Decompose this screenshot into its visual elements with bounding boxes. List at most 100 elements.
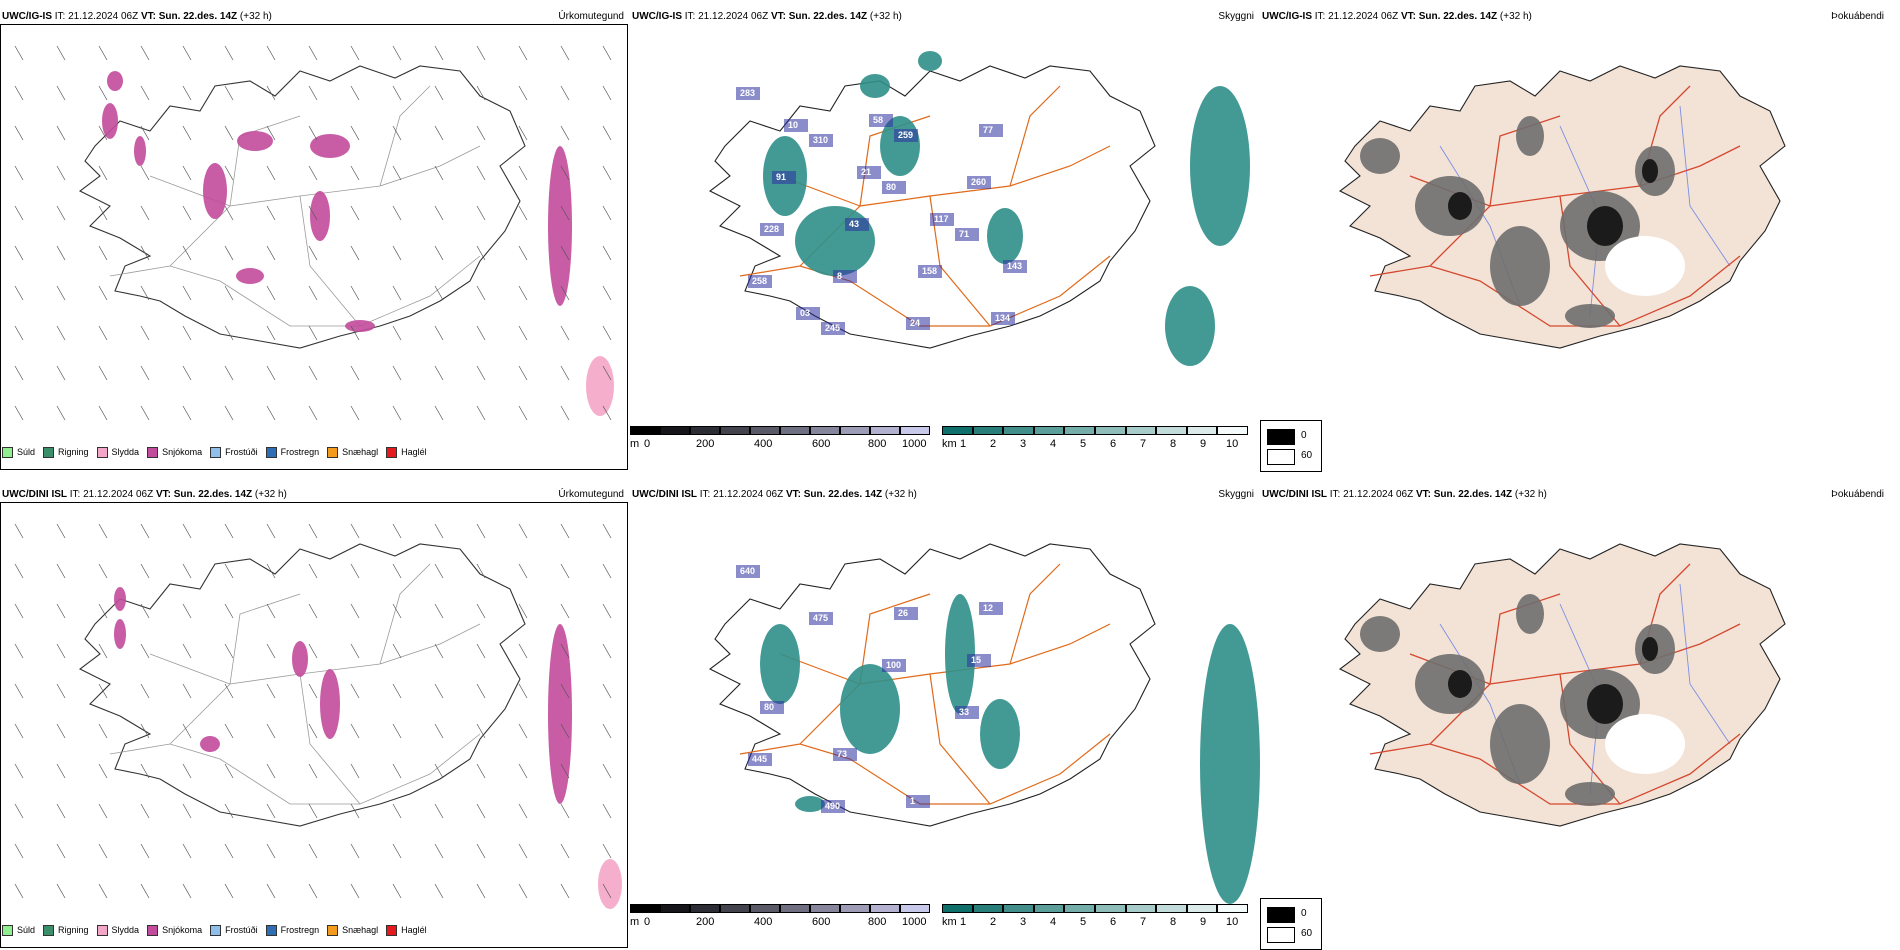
- wind-barb: [518, 245, 528, 261]
- wind-barb: [56, 45, 66, 61]
- colorbar-cell: [690, 904, 720, 913]
- legend-item-slydda: Slydda: [96, 922, 139, 938]
- it-value: 21.12.2024 06Z: [713, 489, 784, 500]
- wind-barb: [224, 45, 234, 61]
- wind-barb: [266, 45, 276, 61]
- ceiling-label: 24: [910, 318, 920, 328]
- visibility-tick: 7: [1140, 916, 1147, 928]
- model-name: UWC/DINI ISL: [632, 489, 697, 500]
- wind-barb: [224, 563, 234, 579]
- legend-swatch: [327, 924, 339, 936]
- wind-barb: [560, 683, 570, 699]
- colorbar-cell: [840, 426, 870, 435]
- wind-barb: [560, 405, 570, 421]
- dense-fog-area: [1642, 637, 1658, 661]
- wind-barb: [98, 643, 108, 659]
- fog-index-panel-igis: UWC/IG-IS IT: 21.12.2024 06Z VT: Sun. 22…: [1260, 8, 1890, 472]
- legend-item-snaehagl: Snæhagl: [327, 922, 378, 938]
- ceiling-label: 134: [995, 313, 1010, 323]
- wind-barb: [308, 643, 318, 659]
- road-line: [379, 563, 431, 665]
- visibility-tick: 8: [1170, 916, 1177, 928]
- wind-barb: [266, 843, 276, 859]
- ceiling-cell: [760, 701, 784, 714]
- wind-barb: [308, 125, 318, 141]
- wind-barb: [56, 603, 66, 619]
- legend-label: Súld: [17, 925, 36, 935]
- snow-area: [134, 136, 146, 166]
- vt-label: VT:: [1400, 11, 1416, 22]
- wind-barb: [56, 523, 66, 539]
- wind-barb: [224, 803, 234, 819]
- ceiling-unit: m: [630, 438, 640, 450]
- wind-barb: [560, 365, 570, 381]
- vt-label: VT:: [785, 489, 801, 500]
- wind-barb: [266, 763, 276, 779]
- wind-barb: [476, 723, 486, 739]
- wind-barb: [560, 803, 570, 819]
- ceiling-cell: [906, 317, 930, 330]
- offshore-low-visibility: [1165, 286, 1215, 366]
- colorbar-cell: [720, 904, 750, 913]
- ceiling-label: 10: [788, 120, 798, 130]
- legend-label: Rigning: [58, 925, 89, 935]
- ceiling-label: 8: [837, 271, 842, 281]
- colorbar-cell: [1186, 904, 1218, 913]
- ceiling-tick: 800: [868, 916, 887, 928]
- wind-barb: [602, 523, 612, 539]
- wind-barb: [266, 723, 276, 739]
- colorbar-cell: [630, 904, 660, 913]
- ceiling-label: 158: [922, 266, 937, 276]
- wind-barb: [350, 125, 360, 141]
- visibility-tick: 5: [1080, 916, 1087, 928]
- low-visibility-area: [795, 206, 875, 276]
- wind-barb: [56, 723, 66, 739]
- wind-barb: [14, 563, 24, 579]
- wind-barb: [434, 683, 444, 699]
- visibility-tick: 2: [990, 916, 997, 928]
- ceiling-cell: [1003, 260, 1027, 273]
- wind-barb: [602, 165, 612, 181]
- wind-barb: [308, 245, 318, 261]
- low-visibility-area: [795, 796, 825, 812]
- wind-barb: [434, 763, 444, 779]
- colorbar-cell: [972, 904, 1004, 913]
- visibility-tick: 10: [1226, 916, 1239, 928]
- it-value: 21.12.2024 06Z: [698, 11, 769, 22]
- ceiling-tick: 400: [754, 916, 773, 928]
- wind-barb: [98, 523, 108, 539]
- wind-barb: [518, 723, 528, 739]
- wind-barb: [56, 883, 66, 899]
- fog-index-map: [1338, 543, 1786, 827]
- wind-barb: [56, 763, 66, 779]
- wind-barb: [602, 405, 612, 421]
- wind-barb: [308, 205, 318, 221]
- wind-barb: [602, 85, 612, 101]
- it-label: IT:: [699, 489, 711, 500]
- colorbar-cell: [1095, 904, 1126, 913]
- legend-item-sudl: Súld: [2, 922, 35, 938]
- colorbar-cell: [810, 904, 840, 913]
- model-name: UWC/IG-IS: [1262, 11, 1312, 22]
- it-label: IT:: [684, 11, 696, 22]
- legend-swatch-white: [1267, 449, 1295, 465]
- wind-barb: [56, 245, 66, 261]
- precip-type-map: [14, 45, 614, 421]
- wind-barb: [476, 365, 486, 381]
- low-visibility-area: [918, 51, 942, 71]
- wind-barb: [434, 843, 444, 859]
- model-name: UWC/IG-IS: [2, 11, 52, 22]
- legend-item-snjokoma: Snjókoma: [147, 922, 202, 938]
- it-label: IT:: [69, 489, 81, 500]
- legend-item-rigning: Rigning: [43, 922, 89, 938]
- ceiling-label: 490: [825, 801, 840, 811]
- visibility-tick: 1: [960, 916, 967, 928]
- ceiling-label: 80: [886, 182, 896, 192]
- panel-title: Skyggni: [1218, 11, 1254, 22]
- ceiling-cell: [991, 312, 1015, 325]
- map-frame: [0, 24, 628, 470]
- wind-barb: [182, 563, 192, 579]
- wind-barb: [434, 125, 444, 141]
- wind-barb: [182, 205, 192, 221]
- colorbar-cell: [1217, 426, 1248, 435]
